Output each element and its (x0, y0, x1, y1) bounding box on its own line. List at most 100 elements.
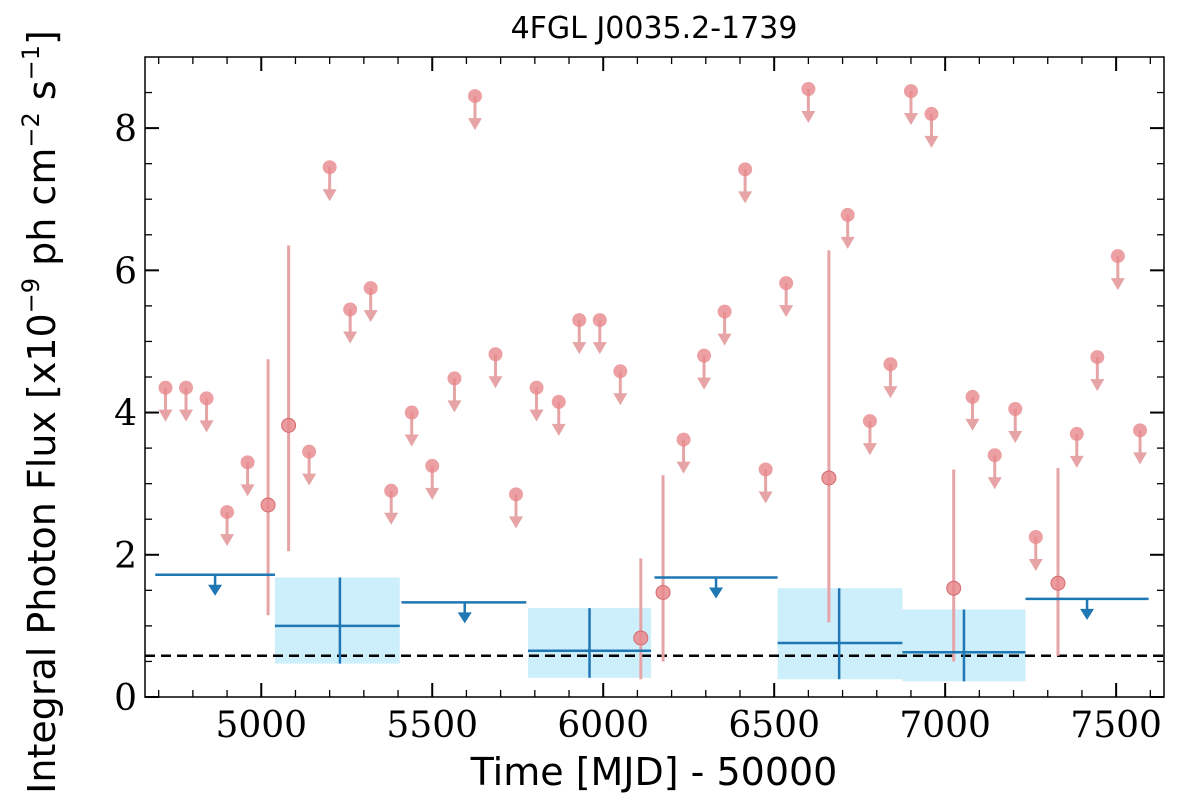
short-ul-point-22 (697, 348, 712, 363)
short-ul-arrow-10 (404, 434, 419, 447)
y-axis-label-part2: ph cm (20, 148, 64, 278)
short-ul-arrow-37 (1069, 455, 1084, 468)
short-ul-arrow-26 (779, 305, 794, 318)
short-detection-point-6 (1050, 575, 1066, 591)
y-axis-label-part1: Integral Photon Flux [x10 (20, 313, 64, 794)
short-ul-point-0 (158, 380, 173, 395)
short-ul-arrow-19 (592, 342, 607, 355)
short-ul-arrow-5 (322, 189, 337, 202)
short-ul-point-31 (903, 84, 918, 99)
short-ul-arrow-38 (1090, 379, 1105, 392)
short-ul-arrow-36 (1028, 559, 1043, 571)
short-ul-point-39 (1110, 249, 1125, 264)
short-ul-point-2 (199, 391, 214, 406)
short-ul-point-11 (425, 458, 440, 473)
short-ul-point-40 (1133, 423, 1148, 438)
chart-title: 4FGL J0035.2-1739 (511, 11, 798, 46)
y-axis-label: Integral Photon Flux [x10−9 ph cm−2 s−1] (17, 30, 64, 794)
short-ul-point-25 (758, 462, 773, 477)
short-ul-point-3 (220, 505, 235, 520)
y-axis-label-part3: s (20, 80, 64, 112)
short-ul-arrow-15 (509, 516, 524, 529)
plot-area: 5000 5500 6000 6500 7000 7500 0 2 4 6 8 (114, 56, 1165, 746)
short-ul-arrow-35 (1008, 431, 1023, 443)
short-ul-arrow-24 (738, 191, 753, 204)
short-ul-arrow-30 (883, 386, 898, 399)
short-ul-arrow-31 (903, 113, 918, 126)
long-ul-arrow-1 (457, 612, 472, 624)
x-tick-label-1: 5500 (386, 705, 478, 746)
y-axis-label-part4: ] (20, 30, 64, 45)
x-tick-label-4: 7000 (899, 705, 991, 746)
long-ul-arrow-3 (1080, 608, 1095, 620)
short-ul-point-36 (1028, 530, 1043, 544)
short-ul-point-32 (924, 106, 939, 121)
short-ul-point-28 (840, 207, 855, 222)
short-ul-point-4 (240, 455, 255, 470)
short-ul-point-14 (488, 347, 503, 362)
y-axis-label-exp2: −2 (17, 112, 45, 147)
short-ul-point-30 (883, 357, 898, 372)
short-ul-arrow-20 (613, 393, 628, 406)
long-bin-band-0 (274, 577, 400, 664)
short-detection-point-4 (821, 470, 837, 486)
short-ul-arrow-28 (840, 236, 855, 249)
short-ul-arrow-23 (717, 333, 732, 346)
y-tick-label-2: 4 (114, 394, 137, 435)
short-ul-arrow-32 (924, 135, 939, 148)
short-ul-point-34 (987, 448, 1002, 463)
short-ul-arrow-11 (425, 487, 440, 500)
short-ul-arrow-27 (801, 111, 816, 123)
short-detection-point-5 (946, 580, 962, 596)
short-ul-arrow-22 (697, 377, 712, 390)
short-ul-point-35 (1008, 402, 1023, 416)
short-ul-arrow-16 (529, 409, 544, 422)
short-ul-arrow-39 (1110, 278, 1125, 291)
short-ul-arrow-1 (179, 409, 194, 422)
short-ul-arrow-2 (199, 420, 214, 433)
x-axis-label: Time [MJD] - 50000 (470, 750, 838, 794)
short-detection-point-3 (655, 584, 671, 600)
short-ul-arrow-9 (384, 512, 399, 525)
short-ul-arrow-7 (363, 310, 378, 323)
short-detection-point-2 (633, 630, 649, 646)
y-axis-label-exp3: −1 (17, 45, 45, 80)
short-ul-point-17 (551, 394, 566, 409)
short-ul-arrow-18 (572, 342, 587, 355)
long-ul-arrow-0 (208, 584, 223, 596)
short-ul-point-7 (363, 281, 378, 296)
short-ul-point-33 (965, 389, 980, 404)
short-ul-arrow-4 (240, 484, 255, 497)
short-ul-point-18 (572, 313, 587, 328)
short-ul-arrow-40 (1133, 452, 1148, 465)
short-ul-arrow-21 (676, 461, 691, 474)
short-ul-point-6 (343, 302, 358, 317)
short-ul-arrow-33 (965, 418, 980, 431)
short-ul-point-20 (613, 364, 628, 379)
y-tick-label-4: 8 (114, 109, 137, 150)
short-ul-point-5 (322, 160, 337, 175)
y-tick-label-0: 0 (114, 678, 137, 719)
x-tick-label-5: 7500 (1070, 705, 1162, 746)
short-ul-arrow-17 (551, 423, 566, 436)
short-ul-point-10 (404, 405, 419, 420)
short-ul-point-15 (509, 487, 524, 502)
short-ul-arrow-29 (862, 443, 877, 456)
short-detection-point-0 (260, 497, 276, 513)
short-ul-arrow-12 (447, 400, 462, 413)
short-ul-arrow-13 (467, 118, 482, 131)
short-detection-point-1 (281, 417, 297, 433)
y-axis-label-exp: −9 (17, 278, 45, 313)
x-tick-label-0: 5000 (215, 705, 307, 746)
short-ul-arrow-14 (488, 376, 503, 389)
short-ul-arrow-8 (302, 473, 317, 486)
y-tick-label-1: 2 (114, 536, 137, 577)
short-ul-point-19 (592, 313, 607, 328)
short-ul-point-21 (676, 432, 691, 447)
short-ul-arrow-34 (987, 477, 1002, 490)
short-ul-point-26 (779, 276, 794, 291)
short-ul-arrow-6 (343, 331, 358, 344)
short-ul-point-24 (738, 162, 753, 177)
long-ul-arrow-2 (709, 587, 724, 599)
